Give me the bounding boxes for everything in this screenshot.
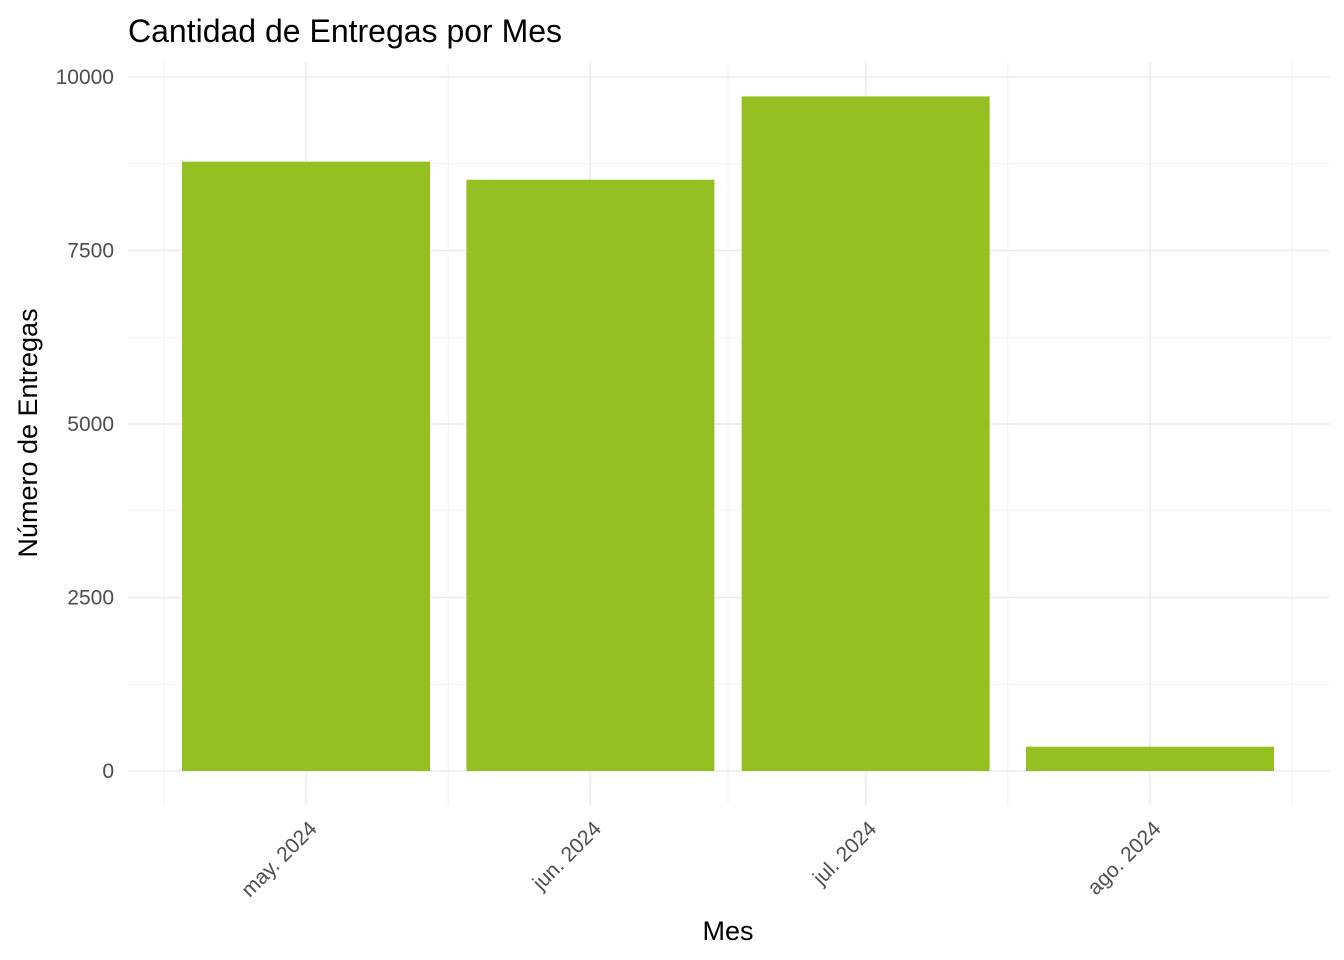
y-tick-label: 10000 [56,66,114,89]
x-tick-label: may. 2024 [237,817,322,902]
x-axis-title: Mes [702,916,753,946]
bar-1 [182,161,430,772]
bar-2 [466,179,715,771]
x-tick-label: ago. 2024 [1083,817,1166,900]
y-tick-label: 7500 [67,240,114,263]
bar-4 [1026,746,1274,771]
x-tick-label: jun. 2024 [528,817,606,895]
bar-3 [741,96,990,771]
chart-title: Cantidad de Entregas por Mes [128,13,562,49]
y-tick-label: 0 [102,760,114,783]
bars-group [182,96,1274,772]
y-tick-label: 2500 [67,587,114,610]
x-axis-tick-labels: may. 2024 jun. 2024 jul. 2024 ago. 2024 [237,817,1166,902]
y-axis-tick-labels: 0 2500 5000 7500 10000 [56,66,114,783]
y-axis-title: Número de Entregas [13,308,43,557]
x-tick-label: jul. 2024 [808,817,881,890]
y-tick-label: 5000 [67,413,114,436]
